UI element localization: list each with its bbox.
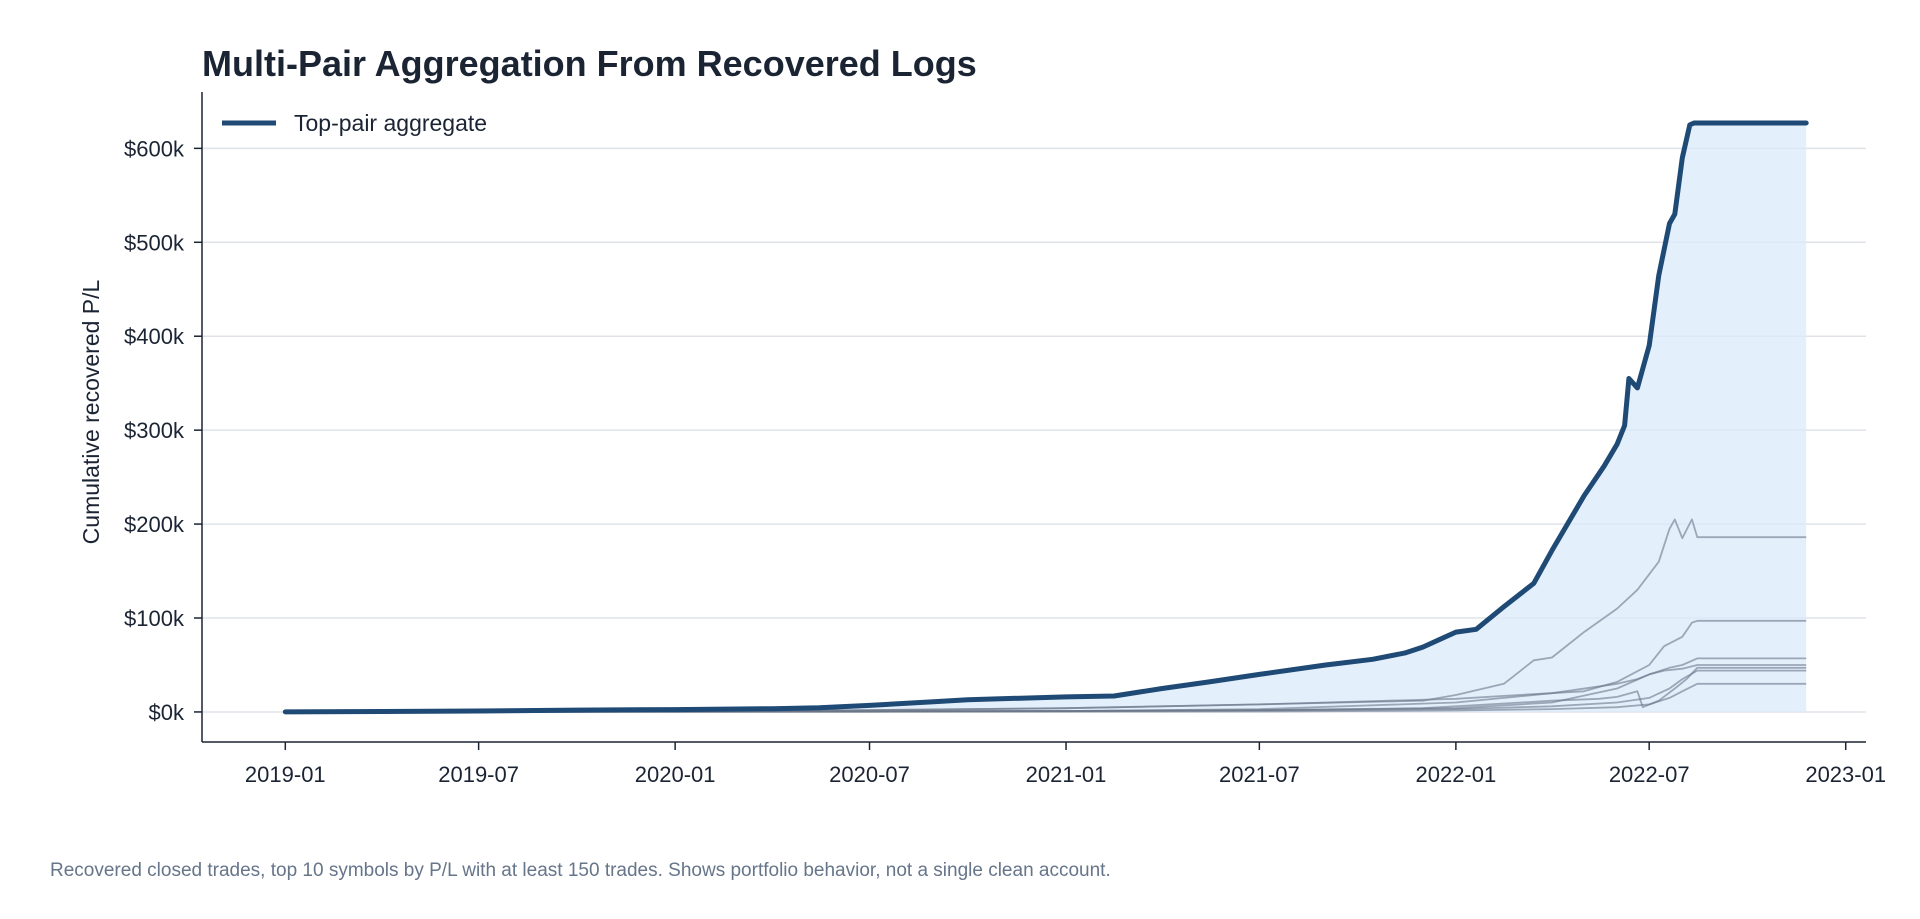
- y-tick-label: $300k: [124, 418, 185, 443]
- chart-title: Multi-Pair Aggregation From Recovered Lo…: [202, 43, 977, 84]
- x-tick-label: 2021-07: [1219, 762, 1300, 787]
- x-tick-label: 2020-01: [635, 762, 716, 787]
- legend-label-aggregate: Top-pair aggregate: [294, 110, 487, 136]
- y-tick-label: $600k: [124, 136, 185, 161]
- x-tick-label: 2023-01: [1805, 762, 1886, 787]
- y-tick-label: $0k: [149, 700, 185, 725]
- x-tick-label: 2021-01: [1026, 762, 1107, 787]
- y-tick-label: $200k: [124, 512, 185, 537]
- y-tick-label: $400k: [124, 324, 185, 349]
- chart-caption: Recovered closed trades, top 10 symbols …: [50, 860, 1111, 881]
- aggregate-line: [282, 120, 1809, 715]
- y-axis-ticks: $0k $100k $200k $300k $400k $500k $600k: [124, 136, 202, 725]
- y-tick-label: $500k: [124, 230, 185, 255]
- y-tick-label: $100k: [124, 606, 185, 631]
- x-tick-label: 2019-07: [438, 762, 519, 787]
- aggregate-fill-area: [285, 123, 1807, 712]
- gridlines: [202, 147, 1866, 713]
- component-series-line-2: [285, 619, 1807, 713]
- x-tick-label: 2020-07: [829, 762, 910, 787]
- y-axis-label: Cumulative recovered P/L: [78, 279, 104, 544]
- component-series-group: [285, 518, 1807, 713]
- component-series-line-7: [285, 682, 1807, 713]
- x-tick-label: 2022-01: [1415, 762, 1496, 787]
- x-tick-label: 2019-01: [245, 762, 326, 787]
- legend: Top-pair aggregate: [222, 110, 487, 136]
- x-axis-ticks: 2019-01 2019-07 2020-01 2020-07 2021-01 2021-…: [245, 742, 1886, 787]
- x-tick-label: 2022-07: [1609, 762, 1690, 787]
